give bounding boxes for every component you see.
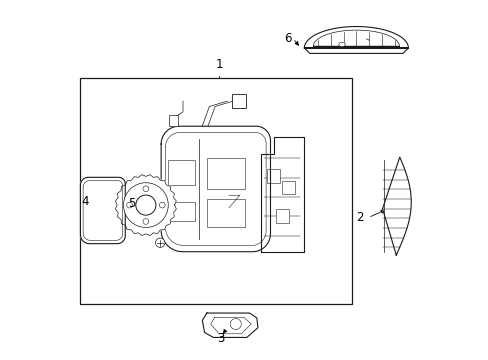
Polygon shape <box>382 157 410 255</box>
Circle shape <box>142 186 148 192</box>
Polygon shape <box>161 126 270 252</box>
Bar <box>167 202 195 221</box>
Text: 2: 2 <box>356 211 364 224</box>
Bar <box>275 209 288 223</box>
Circle shape <box>155 238 164 247</box>
Text: 6: 6 <box>283 32 291 45</box>
Bar <box>206 199 245 226</box>
Polygon shape <box>304 27 407 48</box>
Polygon shape <box>115 175 176 235</box>
Bar <box>266 169 280 183</box>
Polygon shape <box>202 313 258 337</box>
Ellipse shape <box>338 42 345 46</box>
Bar <box>231 94 245 108</box>
Bar <box>168 116 177 126</box>
Circle shape <box>123 183 168 228</box>
Bar <box>80 78 351 304</box>
Polygon shape <box>260 137 303 252</box>
Polygon shape <box>80 177 125 244</box>
Bar <box>206 158 245 189</box>
Text: 4: 4 <box>81 195 88 208</box>
Circle shape <box>159 202 165 208</box>
Text: 1: 1 <box>215 58 223 71</box>
Circle shape <box>142 219 148 224</box>
Text: 3: 3 <box>216 332 224 345</box>
Ellipse shape <box>230 319 241 329</box>
Text: 5: 5 <box>127 197 135 210</box>
Circle shape <box>126 202 132 208</box>
Bar <box>282 181 294 194</box>
Circle shape <box>136 195 156 215</box>
Bar <box>167 160 195 185</box>
